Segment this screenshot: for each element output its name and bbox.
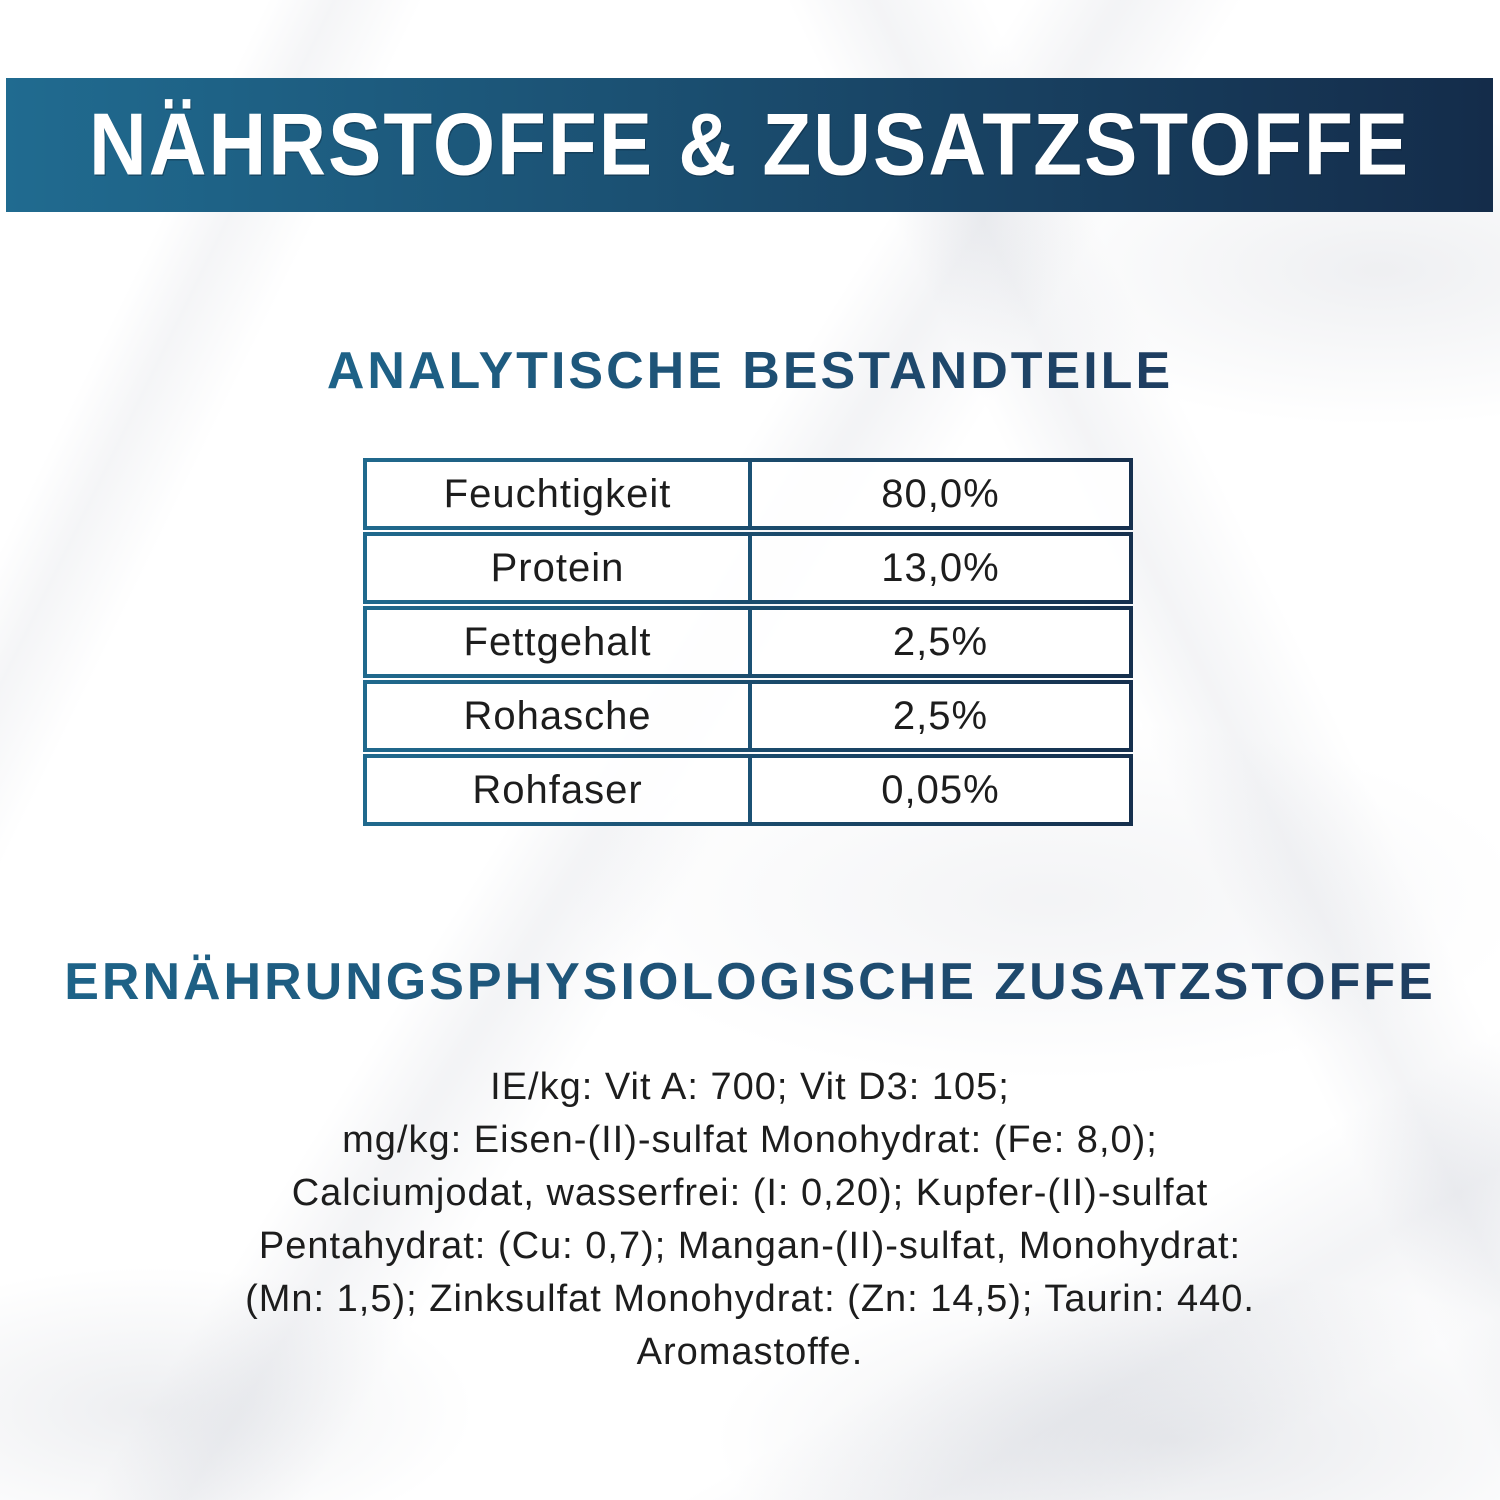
row-label: Rohfaser	[367, 758, 752, 822]
row-label: Feuchtigkeit	[367, 462, 752, 526]
additives-heading-text: ERNÄHRUNGSPHYSIOLOGISCHE ZUSATZSTOFFE	[64, 953, 1436, 1011]
row-value: 80,0%	[881, 471, 1000, 516]
row-label: Protein	[367, 536, 752, 600]
analytical-heading-text: ANALYTISCHE BESTANDTEILE	[326, 342, 1174, 400]
analytical-section-heading: ANALYTISCHE BESTANDTEILE	[0, 341, 1500, 401]
additives-line: mg/kg: Eisen-(II)-sulfat Monohydrat: (Fe…	[342, 1119, 1158, 1161]
table-row: Rohfaser 0,05%	[363, 754, 1133, 826]
table-row: Feuchtigkeit 80,0%	[363, 458, 1133, 530]
row-value: 2,5%	[892, 619, 989, 664]
banner: NÄHRSTOFFE & ZUSATZSTOFFE	[6, 78, 1493, 212]
analytical-table: Feuchtigkeit 80,0% Protein 13,0% Fettgeh…	[363, 458, 1133, 826]
row-label: Rohasche	[367, 684, 752, 748]
additives-line: IE/kg: Vit A: 700; Vit D3: 105;	[490, 1066, 1010, 1108]
additives-section-heading: ERNÄHRUNGSPHYSIOLOGISCHE ZUSATZSTOFFE	[0, 952, 1500, 1012]
row-label: Fettgehalt	[367, 610, 752, 674]
row-value: 13,0%	[881, 545, 1000, 590]
table-row: Fettgehalt 2,5%	[363, 606, 1133, 678]
additives-line: Calciumjodat, wasserfrei: (I: 0,20); Kup…	[291, 1172, 1209, 1214]
row-value: 0,05%	[881, 767, 1000, 812]
additives-line: Aromastoffe.	[636, 1331, 864, 1373]
row-value: 2,5%	[892, 693, 989, 738]
table-row: Rohasche 2,5%	[363, 680, 1133, 752]
table-row: Protein 13,0%	[363, 532, 1133, 604]
additives-paragraph: IE/kg: Vit A: 700; Vit D3: 105; mg/kg: E…	[60, 1061, 1440, 1379]
additives-line: Pentahydrat: (Cu: 0,7); Mangan-(II)-sulf…	[258, 1225, 1242, 1267]
additives-line: (Mn: 1,5); Zinksulfat Monohydrat: (Zn: 1…	[245, 1278, 1255, 1320]
banner-title: NÄHRSTOFFE & ZUSATZSTOFFE	[88, 95, 1411, 194]
